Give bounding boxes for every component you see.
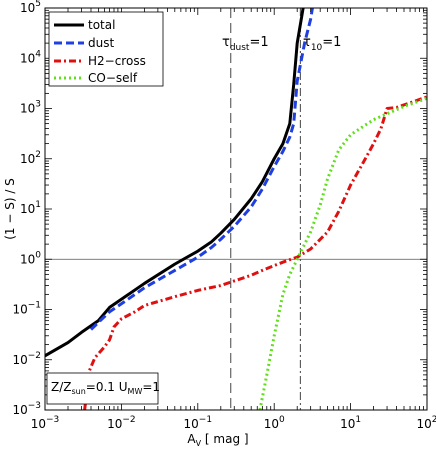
- legend: total dust H2−cross CO−self: [48, 11, 164, 87]
- x-tick-label-3: 100: [264, 415, 285, 431]
- reference-lines: [45, 8, 427, 410]
- tau-dust-label: τdust=1: [222, 35, 269, 53]
- x-tick-label-5: 102: [416, 415, 436, 431]
- y-tick-label-0: 10−3: [12, 401, 41, 417]
- series-line-h2-cross: [83, 95, 427, 410]
- y-tick-label-3: 100: [20, 250, 41, 266]
- series-line-total: [45, 8, 305, 358]
- y-axis-label: (1 − S) / S: [3, 178, 17, 240]
- legend-label-total: total: [88, 18, 115, 32]
- annotation-box: [46, 372, 159, 405]
- x-tick-label-0: 10−3: [31, 415, 60, 431]
- axis-ticks: [44, 7, 428, 411]
- y-tick-label-5: 102: [20, 150, 41, 166]
- tau-10-label: τ10=1: [303, 35, 341, 53]
- series-line-dust: [89, 8, 314, 331]
- x-tick-label-1: 10−2: [107, 415, 136, 431]
- legend-label-coself: CO−self: [88, 71, 138, 85]
- x-tick-label-4: 101: [340, 415, 361, 431]
- y-tick-label-1: 10−2: [12, 351, 41, 367]
- series-line-co-self: [258, 96, 427, 410]
- legend-label-h2cross: H2−cross: [88, 54, 146, 68]
- x-axis-label: AV [ mag ]: [187, 432, 248, 448]
- x-tick-label-2: 10−1: [184, 415, 213, 431]
- y-tick-label-8: 105: [20, 0, 41, 15]
- axis-tick-labels: 10−3 10−2 10−1 100 101 102 10−3 10−2 10−1 100 101 1…: [12, 0, 436, 431]
- annotation-text: Z/Zsun=0.1 UMW=1: [51, 380, 160, 396]
- series-group: [45, 8, 427, 410]
- legend-label-dust: dust: [88, 36, 114, 50]
- parameter-annotation: Z/Zsun=0.1 UMW=1: [46, 372, 160, 405]
- y-tick-label-4: 101: [20, 200, 41, 216]
- y-tick-label-7: 104: [20, 49, 41, 65]
- y-tick-label-2: 10−1: [12, 301, 41, 317]
- y-tick-label-6: 103: [20, 100, 41, 116]
